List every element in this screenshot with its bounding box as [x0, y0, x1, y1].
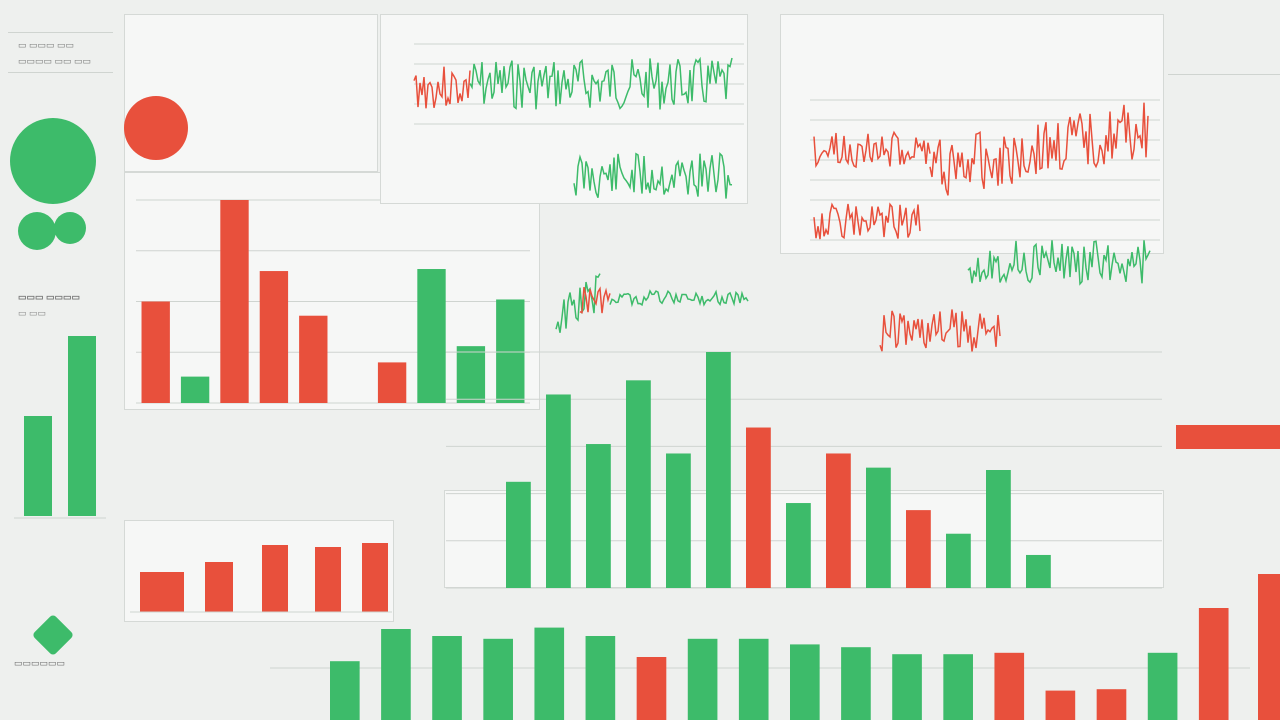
bottom-bar [1045, 690, 1076, 720]
center-bar [506, 481, 531, 588]
bottom-bar [994, 652, 1025, 720]
kpi-green-disc [10, 118, 96, 204]
series-line [413, 66, 471, 109]
left-bar [68, 336, 96, 516]
center-bar [986, 470, 1011, 588]
series-line [929, 102, 1149, 196]
center-bar [906, 510, 931, 588]
center-bar [866, 467, 891, 588]
center-bar [706, 352, 731, 588]
filter-line: ▭▭▭▭ ▭▭ ▭▭ [18, 56, 92, 66]
bottom-bar [534, 627, 565, 720]
bottom-bar [381, 629, 411, 720]
section-subheading: ▭ ▭▭ [18, 308, 47, 318]
series-line [967, 240, 1151, 286]
bottom-bar [432, 636, 462, 720]
bottom-bar [1096, 689, 1127, 720]
main-bar [141, 301, 170, 403]
center-bar [626, 380, 651, 588]
secondary-bar [315, 547, 341, 612]
kpi-red-disc [124, 96, 188, 160]
series-line [813, 202, 921, 240]
strip-block [1176, 425, 1280, 449]
bottom-bar [1198, 608, 1229, 720]
bottom-bar [585, 636, 616, 720]
center-bar [946, 533, 971, 588]
secondary-bar [140, 572, 184, 612]
main-bar [417, 269, 446, 403]
strip-block [1258, 574, 1280, 720]
main-bar [299, 315, 328, 403]
center-bar [1026, 554, 1051, 588]
kpi-small-disc-b [54, 212, 86, 244]
divider [1168, 74, 1280, 75]
bottom-bar [738, 638, 769, 720]
series-line [555, 273, 601, 333]
series-line [879, 309, 1001, 353]
main-bar [377, 362, 407, 403]
secondary-bar [262, 545, 288, 612]
footer-label: ▭▭▭▭▭▭ [14, 658, 66, 668]
series-line [573, 152, 733, 199]
left-bar [24, 416, 52, 516]
center-bar [666, 453, 691, 588]
line-panel-right [780, 14, 1164, 254]
main-bar [259, 271, 289, 403]
center-bar [546, 394, 571, 588]
section-heading: ▭▭▭ ▭▭▭▭ [18, 292, 81, 302]
main-bar [496, 299, 525, 403]
center-bar [826, 453, 851, 588]
center-bar [786, 503, 811, 588]
bottom-bar [330, 661, 360, 720]
secondary-bar [362, 543, 388, 612]
bottom-bar [790, 644, 820, 720]
main-bar [456, 346, 486, 403]
bottom-bar [841, 647, 871, 720]
series-line [469, 56, 733, 110]
series-line [813, 130, 931, 169]
kpi-small-disc-a [18, 212, 56, 250]
bottom-bar [687, 638, 718, 720]
secondary-bar [205, 562, 233, 612]
center-bar [746, 427, 771, 588]
bottom-bar [483, 638, 513, 720]
center-bar [586, 444, 611, 588]
series-line [609, 289, 749, 308]
bottom-bar [1147, 652, 1178, 720]
line-panel-top [380, 14, 748, 204]
filter-line: ▭ ▭▭▭ ▭▭ [18, 40, 75, 50]
bottom-bar [636, 657, 667, 720]
bottom-bar [892, 654, 922, 720]
series-line [579, 286, 611, 314]
main-bar [180, 376, 210, 403]
main-bar [220, 200, 249, 403]
divider [8, 72, 113, 73]
divider [8, 32, 113, 33]
bottom-bar [943, 654, 973, 720]
